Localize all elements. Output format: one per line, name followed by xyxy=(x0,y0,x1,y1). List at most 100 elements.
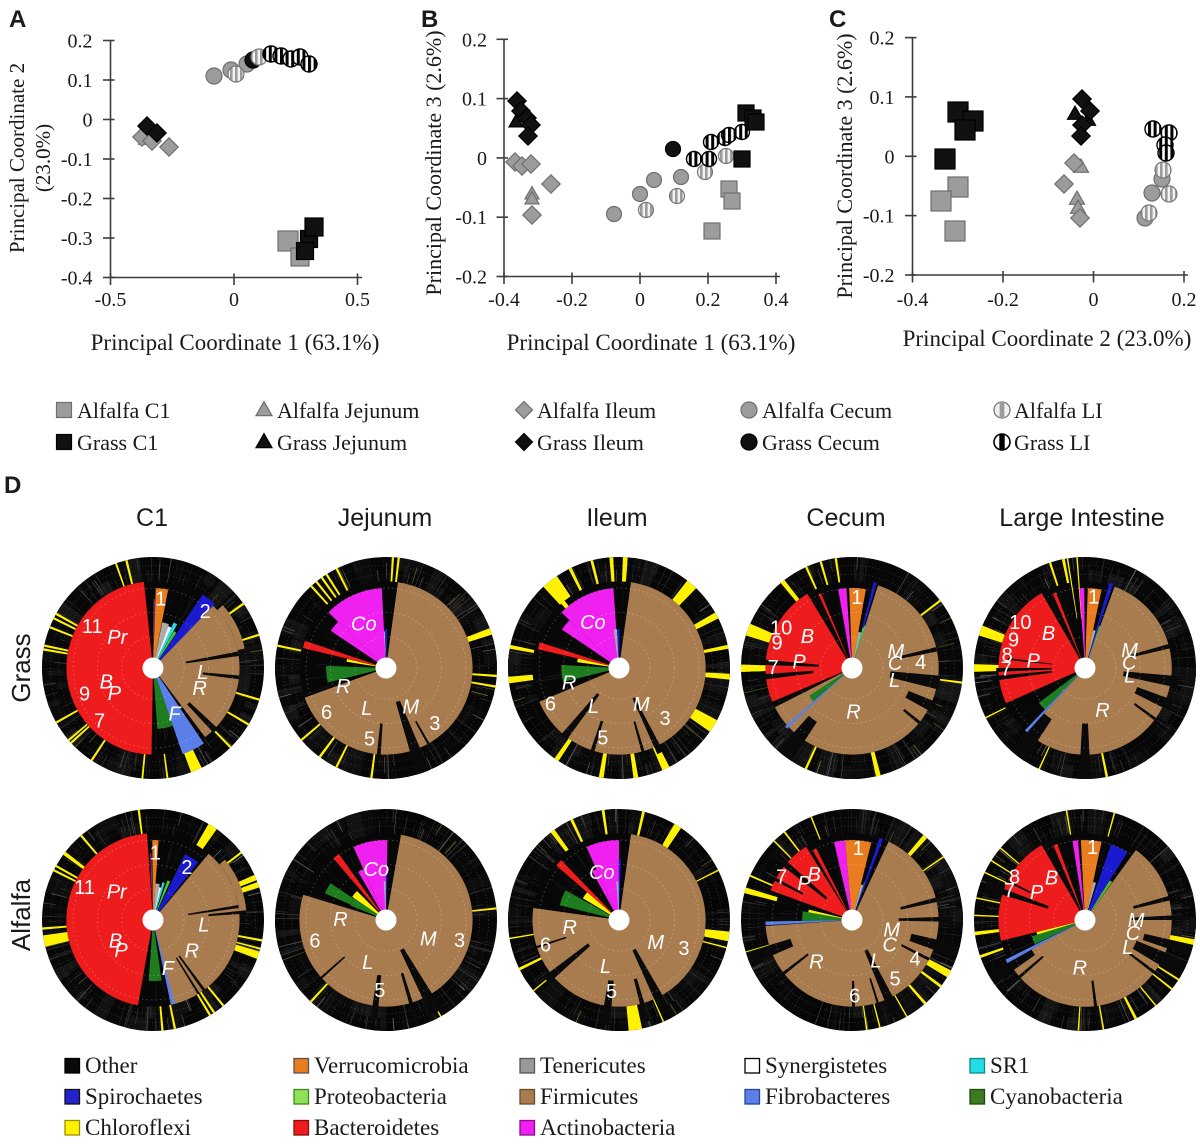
svg-text:Alfalfa Ileum: Alfalfa Ileum xyxy=(537,398,656,423)
svg-text:0: 0 xyxy=(83,110,93,132)
svg-text:M: M xyxy=(1121,640,1138,662)
svg-text:5: 5 xyxy=(374,980,385,1002)
svg-text:7: 7 xyxy=(768,657,779,679)
svg-text:5: 5 xyxy=(597,727,608,749)
svg-text:F: F xyxy=(162,958,176,980)
svg-text:M: M xyxy=(647,932,664,954)
svg-text:3: 3 xyxy=(659,708,670,730)
svg-text:0.2: 0.2 xyxy=(696,289,721,311)
svg-text:1: 1 xyxy=(150,842,161,864)
svg-text:7: 7 xyxy=(1001,658,1012,680)
svg-text:Principal Coordinate 2: Principal Coordinate 2 xyxy=(5,63,29,253)
svg-text:Chloroflexi: Chloroflexi xyxy=(85,1115,191,1140)
svg-text:B: B xyxy=(1042,623,1055,645)
svg-text:8: 8 xyxy=(1009,867,1020,889)
svg-text:6: 6 xyxy=(540,934,551,956)
svg-text:-0.2: -0.2 xyxy=(61,189,93,211)
svg-text:R: R xyxy=(1073,958,1087,980)
svg-text:Co: Co xyxy=(589,862,615,884)
svg-text:-0.4: -0.4 xyxy=(897,289,929,311)
svg-text:R: R xyxy=(185,940,199,962)
svg-text:Co: Co xyxy=(351,614,377,636)
svg-text:6: 6 xyxy=(849,986,860,1008)
svg-text:Grass LI: Grass LI xyxy=(1014,430,1090,455)
svg-text:5: 5 xyxy=(606,981,617,1003)
svg-text:C: C xyxy=(829,6,846,33)
svg-text:Large Intestine: Large Intestine xyxy=(999,504,1164,532)
svg-text:6: 6 xyxy=(321,702,332,724)
svg-text:Proteobacteria: Proteobacteria xyxy=(314,1084,447,1109)
svg-text:L: L xyxy=(198,914,209,936)
svg-text:C: C xyxy=(1126,923,1141,945)
svg-text:L: L xyxy=(1122,937,1133,959)
svg-text:-0.1: -0.1 xyxy=(455,207,487,229)
svg-text:A: A xyxy=(9,6,26,33)
svg-text:11: 11 xyxy=(74,877,95,899)
svg-text:1: 1 xyxy=(155,589,166,611)
svg-text:B: B xyxy=(801,626,814,648)
svg-text:Principal Coordinate 3 (2.6%): Principal Coordinate 3 (2.6%) xyxy=(421,30,446,295)
svg-text:Grass C1: Grass C1 xyxy=(77,430,158,455)
svg-text:0.2: 0.2 xyxy=(1172,289,1197,311)
svg-text:-0.2: -0.2 xyxy=(556,289,588,311)
svg-text:4: 4 xyxy=(915,652,926,674)
svg-text:Fibrobacteres: Fibrobacteres xyxy=(765,1084,890,1109)
svg-text:0.1: 0.1 xyxy=(870,87,895,109)
svg-text:L: L xyxy=(870,950,881,972)
svg-text:M: M xyxy=(883,920,900,942)
svg-text:R: R xyxy=(192,678,206,700)
svg-text:L: L xyxy=(588,696,599,718)
svg-text:0: 0 xyxy=(885,146,895,168)
svg-text:Principal Coordinate 1 (63.1%): Principal Coordinate 1 (63.1%) xyxy=(91,330,380,355)
svg-text:0: 0 xyxy=(229,289,239,311)
svg-text:3: 3 xyxy=(429,713,440,735)
svg-text:Other: Other xyxy=(85,1053,138,1078)
svg-text:Grass Ileum: Grass Ileum xyxy=(537,430,644,455)
svg-text:B: B xyxy=(1045,868,1058,890)
svg-text:L: L xyxy=(1124,666,1135,688)
svg-text:Ileum: Ileum xyxy=(586,504,647,532)
svg-text:0: 0 xyxy=(635,289,645,311)
svg-text:B: B xyxy=(808,864,821,886)
svg-text:9: 9 xyxy=(79,683,90,705)
svg-text:(23.0%): (23.0%) xyxy=(31,124,55,192)
svg-text:Alfalfa Jejunum: Alfalfa Jejunum xyxy=(277,398,419,423)
svg-text:Spirochaetes: Spirochaetes xyxy=(85,1084,203,1109)
svg-text:0.2: 0.2 xyxy=(462,29,487,51)
svg-text:D: D xyxy=(4,472,21,499)
svg-text:2: 2 xyxy=(200,601,211,623)
svg-text:Grass Jejunum: Grass Jejunum xyxy=(277,430,407,455)
svg-text:10: 10 xyxy=(1009,612,1031,634)
svg-text:-0.2: -0.2 xyxy=(987,289,1019,311)
svg-text:0.4: 0.4 xyxy=(764,289,789,311)
svg-text:-0.1: -0.1 xyxy=(863,206,895,228)
svg-text:Principal Coordinate 1 (63.1%): Principal Coordinate 1 (63.1%) xyxy=(507,330,796,355)
svg-text:L: L xyxy=(362,952,373,974)
svg-text:L: L xyxy=(600,956,611,978)
svg-text:7: 7 xyxy=(1004,880,1015,902)
svg-text:P: P xyxy=(114,940,128,962)
svg-text:-0.3: -0.3 xyxy=(61,228,93,250)
svg-text:Principal Coordinate 2 (23.0%): Principal Coordinate 2 (23.0%) xyxy=(903,326,1192,351)
svg-text:C: C xyxy=(882,934,897,956)
svg-text:B: B xyxy=(100,671,113,693)
svg-text:3: 3 xyxy=(678,938,689,960)
svg-text:B: B xyxy=(109,931,122,953)
svg-text:9: 9 xyxy=(1008,630,1019,652)
svg-text:Pr: Pr xyxy=(107,627,128,649)
svg-text:6: 6 xyxy=(309,931,320,953)
svg-text:9: 9 xyxy=(771,633,782,655)
svg-text:-0.2: -0.2 xyxy=(863,265,895,287)
svg-text:C1: C1 xyxy=(136,504,168,532)
svg-text:2: 2 xyxy=(181,857,192,879)
svg-text:1: 1 xyxy=(851,587,862,609)
svg-text:0.2: 0.2 xyxy=(870,28,895,50)
svg-text:P: P xyxy=(1030,882,1044,904)
svg-text:-0.2: -0.2 xyxy=(455,267,487,289)
svg-text:0: 0 xyxy=(477,148,487,170)
svg-text:0.2: 0.2 xyxy=(68,31,93,53)
svg-text:R: R xyxy=(1095,700,1109,722)
svg-text:R: R xyxy=(562,917,576,939)
svg-text:L: L xyxy=(889,670,900,692)
svg-text:0.5: 0.5 xyxy=(345,289,370,311)
